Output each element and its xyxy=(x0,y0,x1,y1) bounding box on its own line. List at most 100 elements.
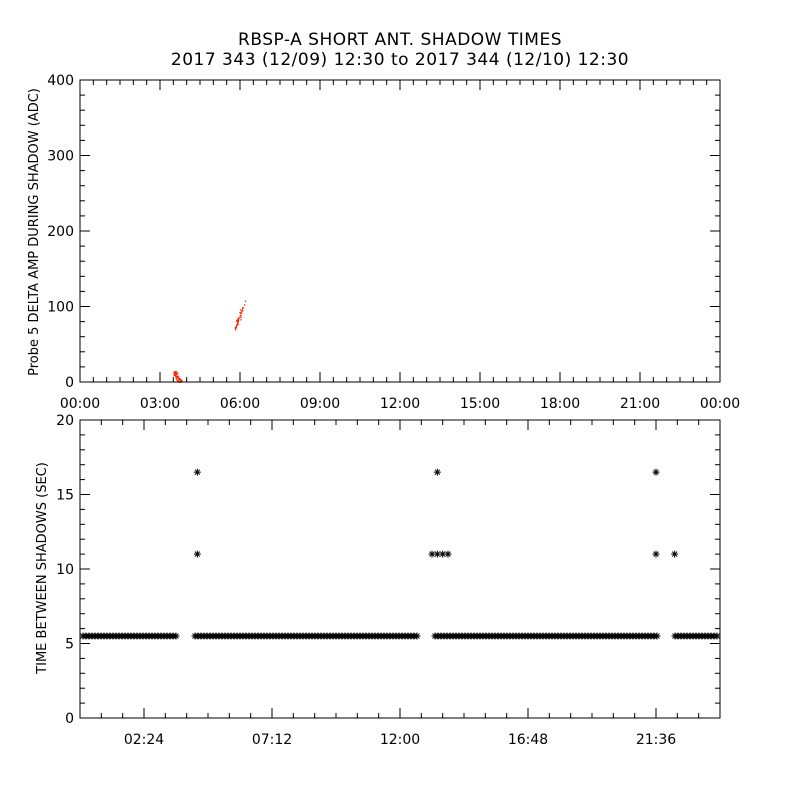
scatter-point xyxy=(179,379,182,381)
scatter-point xyxy=(240,319,242,321)
y-tick-label: 300 xyxy=(47,149,74,165)
panel-top-axes: 0 100 200 300 400 00:00 03:00 06:00 09:00 12:00 15… xyxy=(47,73,740,412)
scatter-point xyxy=(239,315,241,317)
x-tick-label: 00:00 xyxy=(60,396,100,412)
scatter-point xyxy=(180,379,182,381)
scatter-point xyxy=(178,378,180,381)
chart-title-line1: RBSP-A SHORT ANT. SHADOW TIMES xyxy=(238,30,562,50)
bottom-panel-ylabel: TIME BETWEEN SHADOWS (SEC) xyxy=(35,462,50,675)
scatter-point xyxy=(176,375,179,378)
asterisk-point xyxy=(193,550,201,558)
x-tick-label: 12:00 xyxy=(380,396,420,412)
scatter-point xyxy=(175,370,177,373)
x-tick-label: 07:12 xyxy=(252,732,292,748)
scatter-point xyxy=(175,377,177,379)
scatter-point xyxy=(175,378,178,380)
x-tick-label: 12:00 xyxy=(380,732,420,748)
asterisk-point xyxy=(653,632,661,640)
x-tick-label: 06:00 xyxy=(220,396,260,412)
scatter-point xyxy=(174,372,177,374)
asterisk-point xyxy=(172,632,180,640)
x-tick-label: 16:48 xyxy=(508,732,548,748)
y-tick-label: 100 xyxy=(47,300,74,316)
y-tick-label: 400 xyxy=(47,73,74,89)
scatter-point xyxy=(175,375,178,378)
y-tick-label: 0 xyxy=(65,375,74,391)
scatter-point xyxy=(177,377,179,379)
scatter-point xyxy=(239,311,241,314)
scatter-point xyxy=(176,372,178,374)
scatter-point xyxy=(178,377,180,379)
scatter-point xyxy=(177,375,180,377)
chart-title-line2: 2017 343 (12/09) 12:30 to 2017 344 (12/1… xyxy=(170,50,630,70)
y-tick-label: 20 xyxy=(56,413,74,429)
scatter-point xyxy=(234,327,237,329)
x-tick-label: 18:00 xyxy=(540,396,580,412)
scatter-point xyxy=(178,379,180,382)
scatter-point xyxy=(238,316,240,319)
asterisk-point xyxy=(671,550,679,558)
y-tick-label: 0 xyxy=(65,711,74,727)
scatter-point xyxy=(173,373,176,375)
x-tick-label: 03:00 xyxy=(140,396,180,412)
y-tick-label: 200 xyxy=(47,224,74,240)
asterisk-point xyxy=(433,550,441,558)
scatter-point xyxy=(236,320,238,322)
x-tick-label: 21:36 xyxy=(636,732,676,748)
scatter-point xyxy=(239,313,242,315)
scatter-point xyxy=(236,324,238,326)
scatter-point xyxy=(242,307,244,309)
scatter-point xyxy=(174,375,176,377)
scatter-point xyxy=(173,371,175,374)
scatter-point xyxy=(240,312,243,314)
y-tick-label: 15 xyxy=(56,488,74,504)
scatter-point xyxy=(240,315,242,317)
bottom-panel-points xyxy=(79,468,721,640)
y-tick-label: 10 xyxy=(56,562,74,578)
scatter-point xyxy=(235,325,238,327)
x-tick-label: 09:00 xyxy=(300,396,340,412)
plot-frame xyxy=(79,79,721,383)
x-tick-label: 02:24 xyxy=(124,732,164,748)
scatter-point xyxy=(235,327,237,329)
y-tick-label: 5 xyxy=(65,637,74,653)
scatter-point xyxy=(235,326,237,328)
scatter-point xyxy=(241,310,243,312)
scatter-point xyxy=(177,372,179,374)
asterisk-point xyxy=(713,632,721,640)
scatter-point xyxy=(175,375,177,377)
scatter-point xyxy=(241,309,243,311)
panel-bottom-axes: 0 5 10 15 20 02:24 07:12 12:00 16:48 21:36 xyxy=(56,413,721,748)
asterisk-point xyxy=(193,468,201,476)
x-tick-label: 21:00 xyxy=(620,396,660,412)
asterisk-point xyxy=(652,550,660,558)
scatter-point xyxy=(179,378,181,380)
scatter-point xyxy=(178,378,180,380)
scatter-point xyxy=(180,380,182,382)
scatter-point xyxy=(176,373,178,376)
scatter-point xyxy=(239,309,242,311)
scatter-point xyxy=(237,323,240,325)
scatter-point xyxy=(242,310,244,312)
x-tick-label: 00:00 xyxy=(700,396,740,412)
asterisk-point xyxy=(444,550,452,558)
scatter-point xyxy=(237,321,239,323)
scatter-point xyxy=(236,319,239,321)
scatter-point xyxy=(238,318,240,320)
plot-frame xyxy=(79,419,721,719)
scatter-point xyxy=(176,380,178,382)
asterisk-point xyxy=(433,468,441,476)
scatter-point xyxy=(174,373,177,375)
scatter-point xyxy=(240,311,243,313)
scatter-point xyxy=(236,323,239,325)
scatter-point xyxy=(173,374,175,376)
scatter-point xyxy=(244,300,247,302)
scatter-point xyxy=(244,304,246,306)
asterisk-point xyxy=(413,632,421,640)
scatter-point xyxy=(240,316,242,319)
scatter-point xyxy=(177,380,179,382)
scatter-point xyxy=(237,320,239,322)
top-panel-points xyxy=(173,300,247,383)
